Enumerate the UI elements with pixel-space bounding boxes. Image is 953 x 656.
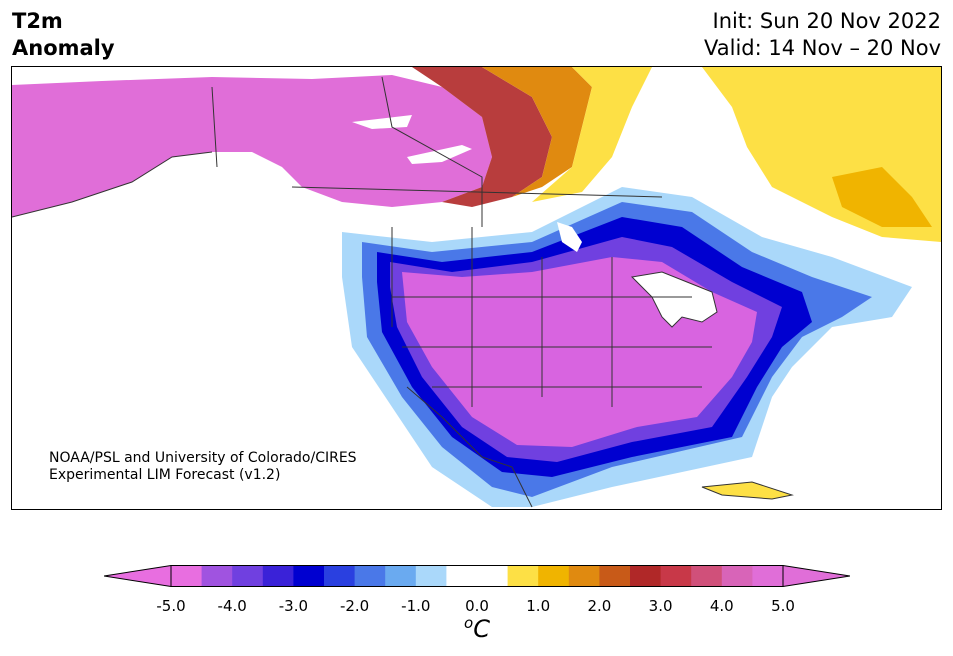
unit-label: oC	[464, 614, 490, 643]
credit-text: NOAA/PSL and University of Colorado/CIRE…	[49, 450, 357, 484]
colorbar-tick-label: -3.0	[278, 597, 309, 615]
unit-superscript: o	[464, 614, 474, 632]
colorbar-tick-label: 4.0	[709, 597, 734, 615]
warm-band-red	[412, 67, 552, 207]
colorbar-segment	[232, 565, 264, 587]
colorbar-tick-label: -5.0	[156, 597, 186, 615]
boundary-lines	[12, 76, 712, 508]
colorbar-tick-label: 3.0	[648, 597, 673, 615]
great-slave-lake	[352, 115, 412, 129]
colorbar-segment	[721, 565, 753, 587]
colorbar-segment	[354, 565, 386, 587]
colorbar-segment	[630, 565, 662, 587]
colorbar-frame	[170, 565, 784, 587]
colorbar-segment	[599, 565, 631, 587]
anomaly-map	[11, 66, 942, 510]
colorbar-segment	[477, 565, 509, 587]
colorbar-tick-label: -4.0	[217, 597, 247, 615]
colorbar-tick-label: 1.0	[526, 597, 551, 615]
colorbar-segment	[262, 565, 294, 587]
colorbar-tick-label: -2.0	[339, 597, 370, 615]
title-line-2: Anomaly	[12, 36, 115, 60]
init-date: Init: Sun 20 Nov 2022	[712, 9, 941, 33]
warm-band-yellow	[532, 67, 652, 202]
colorbar-tick-label: -1.0	[401, 597, 431, 615]
colorbar-segment	[538, 565, 570, 587]
colorbar-tick-label: 0.0	[465, 597, 489, 615]
warm-band-orange	[482, 67, 592, 197]
valid-range: Valid: 14 Nov – 20 Nov	[704, 36, 941, 60]
cuba	[701, 481, 794, 500]
great-lakes	[630, 271, 718, 328]
credit-line-1: NOAA/PSL and University of Colorado/CIRE…	[49, 450, 357, 466]
great-bear-lake	[407, 145, 472, 164]
colorbar-segment	[568, 565, 600, 587]
colorbar-tick-label: 2.0	[587, 597, 612, 615]
map-title: T2m Anomaly	[12, 8, 115, 62]
colorbar	[104, 565, 850, 587]
colorbar-segment	[691, 565, 723, 587]
warm-anomaly-northwest	[12, 75, 492, 217]
colorbar-tick-label: 5.0	[771, 597, 795, 615]
title-line-1: T2m	[12, 9, 63, 33]
hudson-bay-lake	[557, 222, 582, 252]
colorbar-segment	[324, 565, 356, 587]
forecast-dates: Init: Sun 20 Nov 2022 Valid: 14 Nov – 20…	[704, 8, 941, 62]
colorbar-segment	[385, 565, 417, 587]
colorbar-segment	[415, 565, 447, 587]
colorbar-segment	[446, 565, 478, 587]
colorbar-segment	[201, 565, 233, 587]
map-svg	[12, 67, 941, 508]
colorbar-segment	[171, 565, 203, 587]
colorbar-extend-high	[782, 565, 850, 587]
colorbar-segment	[660, 565, 692, 587]
unit-main: C	[473, 615, 490, 643]
colorbar-segment	[507, 565, 539, 587]
colorbar-segment	[293, 565, 325, 587]
credit-line-2: Experimental LIM Forecast (v1.2)	[49, 467, 281, 483]
colorbar-segment	[752, 565, 784, 587]
colorbar-extend-low	[104, 565, 172, 587]
warm-anomaly-greenland-core	[832, 167, 932, 227]
